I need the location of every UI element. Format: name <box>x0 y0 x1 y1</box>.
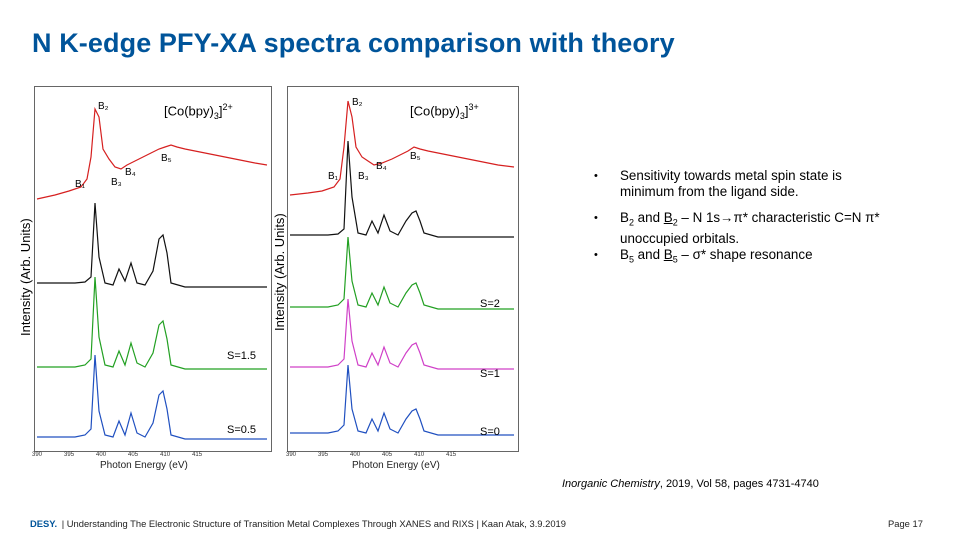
bullet-marker: • <box>594 212 598 224</box>
footer-text: | Understanding The Electronic Structure… <box>61 518 566 529</box>
bullet-list: • Sensitivity towards metal spin state i… <box>594 168 894 277</box>
compound-label-co3plus: [Co(bpy)3]3+ <box>410 102 479 121</box>
peak-label-b1: B₁ <box>75 179 86 190</box>
peak-label-b4: B₄ <box>376 161 387 172</box>
x-tick-labels-left: 390 395 400 405 410 415 <box>32 452 203 458</box>
spin-label: S=1 <box>480 368 500 380</box>
peak-label-b2: B₂ <box>352 97 363 108</box>
bullet-item: • Sensitivity towards metal spin state i… <box>594 168 842 199</box>
calc-spectrum-black-line <box>290 140 514 238</box>
spin-label: S=0.5 <box>227 424 256 436</box>
slide-title: N K-edge PFY-XA spectra comparison with … <box>32 28 675 58</box>
experiment-spectrum-line <box>289 100 515 196</box>
footer: DESY. | Understanding The Electronic Str… <box>30 518 566 529</box>
y-axis-label-left: Intensity (Arb. Units) <box>18 218 33 336</box>
calc-spectrum-blue-line <box>37 354 267 440</box>
peak-label-b2: B₂ <box>98 101 109 112</box>
spectra-panel-co3plus: B₂ B₁ B₃ B₄ B₅ S=2 S=1 S=0 <box>287 86 519 452</box>
x-axis-label-right: Photon Energy (eV) <box>352 460 440 471</box>
bullet-item: • B2 and B2 – N 1s→π* characteristic C=N… <box>594 210 880 246</box>
spin-label: S=0 <box>480 426 500 438</box>
calc-spectrum-green-line <box>290 236 514 310</box>
x-tick-labels-right: 390 395 400 405 410 415 <box>286 452 457 458</box>
spectra-panel-co2plus: B₂ B₁ B₃ B₄ B₅ S=1.5 S=0.5 <box>34 86 272 452</box>
peak-label-b3: B₃ <box>358 171 369 182</box>
spectra-plot-left: B₂ B₁ B₃ B₄ B₅ S=1.5 S=0.5 <box>36 101 268 440</box>
x-axis-label-left: Photon Energy (eV) <box>100 460 188 471</box>
spin-label: S=2 <box>480 298 500 310</box>
peak-label-b1: B₁ <box>328 171 339 182</box>
bullet-marker: • <box>594 170 598 182</box>
y-axis-label-right: Intensity (Arb. Units) <box>272 213 287 331</box>
desy-logo: DESY. <box>30 518 58 529</box>
calc-spectrum-green-line <box>37 276 267 370</box>
peak-label-b5: B₅ <box>410 151 421 162</box>
page-number: Page 17 <box>888 518 923 529</box>
calc-spectrum-pink-line <box>290 298 514 370</box>
peak-label-b4: B₄ <box>125 167 136 178</box>
spectra-plot-right: B₂ B₁ B₃ B₄ B₅ S=2 S=1 S=0 <box>289 97 515 438</box>
peak-label-b5: B₅ <box>161 153 172 164</box>
experiment-spectrum-line <box>36 106 268 200</box>
bullet-item: • B5 and B5 – σ* shape resonance <box>594 246 813 265</box>
calc-spectrum-black-line <box>37 202 267 288</box>
compound-label-co2plus: [Co(bpy)3]2+ <box>164 102 233 121</box>
bullet-marker: • <box>594 248 598 261</box>
peak-label-b3: B₃ <box>111 177 122 188</box>
spin-label: S=1.5 <box>227 350 256 362</box>
calc-spectrum-blue-line <box>290 364 514 436</box>
citation: Inorganic Chemistry, 2019, Vol 58, pages… <box>562 478 819 490</box>
